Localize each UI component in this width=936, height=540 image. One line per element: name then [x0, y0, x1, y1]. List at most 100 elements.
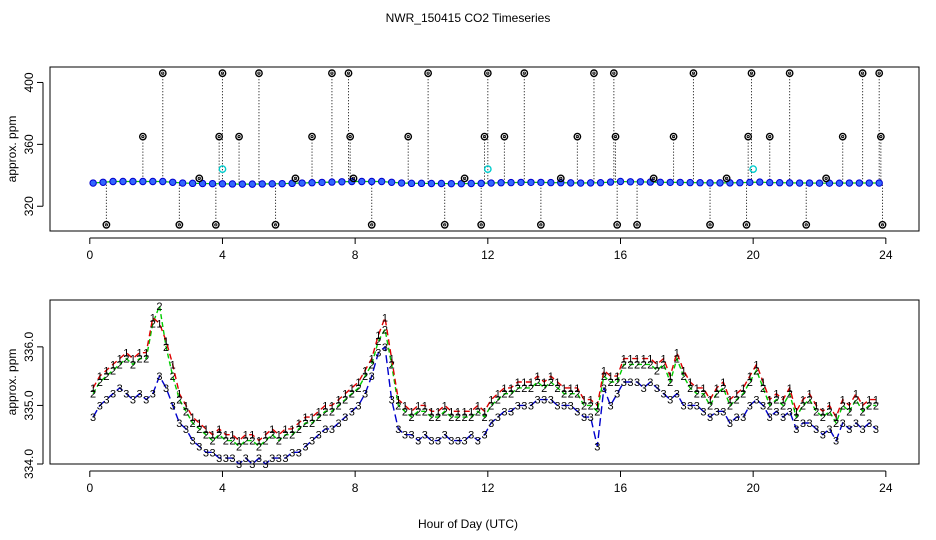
series-3-point: 3 — [243, 453, 249, 465]
series-3-point: 3 — [515, 400, 521, 412]
series-1-point: 1 — [435, 406, 441, 418]
series-1-point: 1 — [747, 371, 753, 383]
outlier-point-core — [804, 223, 808, 227]
series-2-point: 2 — [136, 354, 142, 366]
series-2-point: 2 — [110, 365, 116, 377]
series-3-point: 3 — [249, 459, 255, 471]
series-2-point: 2 — [475, 406, 481, 418]
series-1-point: 1 — [614, 371, 620, 383]
series-1-point: 1 — [263, 430, 269, 442]
outlier-point-core — [880, 223, 885, 227]
top-x-tick-label: 20 — [746, 248, 760, 262]
baseline-point — [875, 179, 883, 187]
series-3-point: 3 — [680, 400, 686, 412]
series-2-point: 2 — [462, 412, 468, 424]
series-1-point: 1 — [276, 430, 282, 442]
cyan-point — [483, 165, 492, 174]
series-2-point: 2 — [621, 359, 627, 371]
series-1-point: 1 — [720, 377, 726, 389]
outlier-point-core — [197, 176, 201, 180]
series-1-point: 1 — [209, 430, 215, 442]
outlier-point — [158, 69, 167, 78]
series-2-point: 2 — [561, 389, 567, 401]
series-1-point: 1 — [528, 377, 534, 389]
series-2-point: 2 — [481, 412, 487, 424]
series-3-point: 3 — [574, 406, 580, 418]
series-2-point: 2 — [97, 377, 103, 389]
series-3-point: 3 — [415, 436, 421, 448]
series-2-point: 2 — [289, 430, 295, 442]
series-3-point: 3 — [117, 383, 123, 395]
outlier-point-core — [443, 223, 447, 227]
outlier-point — [102, 220, 111, 229]
series-3-point: 3 — [316, 430, 322, 442]
top-plot-border — [49, 66, 920, 232]
series-1-point: 1 — [488, 395, 494, 407]
outlier-point-core — [613, 135, 618, 139]
series-1-point: 1 — [860, 400, 866, 412]
series-3-point: 3 — [442, 430, 448, 442]
series-2-point: 2 — [190, 418, 196, 430]
series-3-point: 3 — [727, 418, 733, 430]
series-3-point: 3 — [833, 436, 839, 448]
baseline-point — [377, 177, 386, 186]
series-2-point: 2 — [734, 395, 740, 407]
outlier-point-core — [559, 176, 563, 180]
outlier-point — [271, 220, 280, 229]
baseline-point — [477, 179, 485, 188]
series-1-point: 1 — [568, 383, 574, 395]
series-1-point: 1 — [117, 354, 123, 366]
bottom-y-tick-label: 334.0 — [22, 449, 36, 479]
series-3-point: 3 — [369, 371, 375, 383]
series-1-point: 1 — [495, 389, 501, 401]
series-2-point: 2 — [322, 406, 328, 418]
series-3-point: 3 — [561, 400, 567, 412]
series-2-point: 2 — [594, 406, 600, 418]
baseline-point — [766, 178, 774, 187]
series-2-point: 2 — [90, 389, 96, 401]
outlier-point — [175, 220, 184, 229]
series-1-point: 1 — [249, 430, 255, 442]
outlier-point — [822, 174, 831, 183]
outlier-point — [556, 174, 565, 183]
series-3-point: 3 — [734, 412, 740, 424]
outlier-point — [706, 220, 714, 229]
outlier-point — [218, 69, 227, 78]
outlier-point-core — [671, 135, 676, 139]
series-2-point: 2 — [203, 430, 209, 442]
outlier-point — [440, 220, 449, 229]
series-1-point: 1 — [349, 383, 355, 395]
top-y-tick-label: 400 — [22, 72, 36, 92]
series-2-point: 2 — [389, 359, 395, 371]
baseline-point — [865, 179, 873, 187]
series-2-point: 2 — [574, 389, 580, 401]
series-2-point: 2 — [535, 377, 541, 389]
series-1-point: 1 — [143, 348, 149, 360]
series-1-point: 1 — [322, 400, 328, 412]
series-2-point: 2 — [296, 424, 302, 436]
baseline-point — [387, 178, 396, 186]
series-2-point: 2 — [382, 324, 388, 336]
baseline-point — [576, 179, 585, 187]
baseline-point — [447, 179, 456, 188]
series-1-point: 1 — [787, 383, 793, 395]
series-1-point: 1 — [243, 430, 249, 442]
outlier-point-core — [426, 71, 430, 75]
series-1-point: 1 — [760, 377, 766, 389]
series-2-point: 2 — [448, 412, 454, 424]
baseline-point — [815, 179, 824, 187]
series-3-point: 3 — [720, 406, 726, 418]
series-2-point: 2 — [554, 383, 560, 395]
series-2-point: 2 — [123, 354, 129, 366]
baseline-point — [726, 179, 734, 187]
top-x-tick-label: 0 — [86, 248, 93, 262]
series-3-point: 3 — [548, 395, 554, 407]
outlier-point-core — [708, 223, 712, 227]
series-2-point: 2 — [435, 412, 441, 424]
outlier-point-core — [768, 135, 772, 139]
series-1-point: 1 — [448, 406, 454, 418]
baseline-point — [497, 179, 505, 187]
series-1-point: 1 — [581, 395, 587, 407]
series-3-point: 3 — [793, 424, 799, 436]
outlier-point — [483, 69, 492, 78]
